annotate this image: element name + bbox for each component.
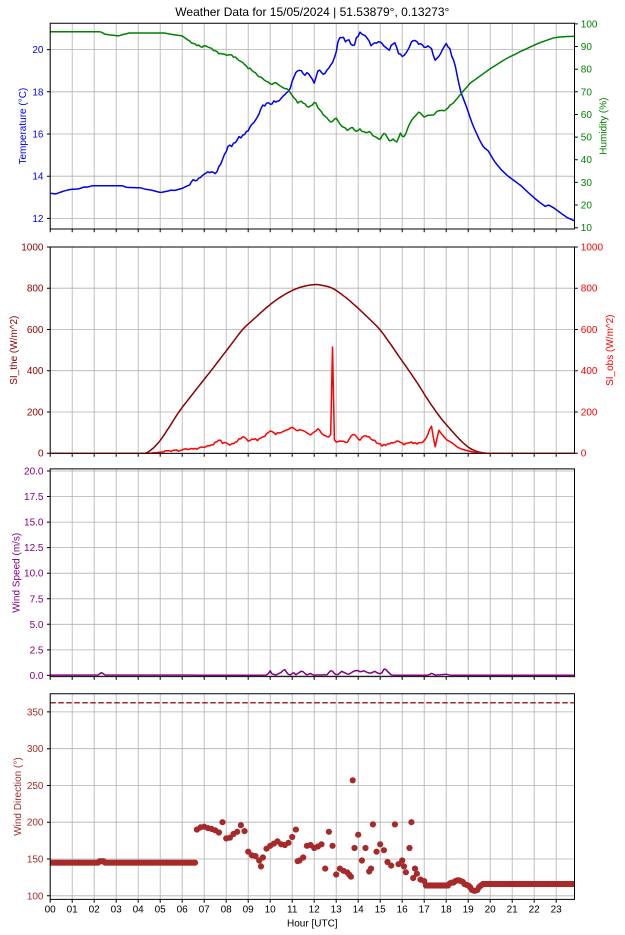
svg-text:07: 07 xyxy=(199,904,211,915)
svg-text:10.0: 10.0 xyxy=(24,569,44,580)
svg-text:Temperature (°C): Temperature (°C) xyxy=(18,88,29,165)
svg-text:18: 18 xyxy=(441,904,453,915)
svg-text:02: 02 xyxy=(89,904,101,915)
svg-text:20.0: 20.0 xyxy=(24,467,44,478)
svg-text:Wind Speed (m/s): Wind Speed (m/s) xyxy=(12,533,23,613)
svg-text:16: 16 xyxy=(32,130,44,141)
svg-text:03: 03 xyxy=(111,904,123,915)
svg-text:11: 11 xyxy=(287,904,298,915)
svg-text:20: 20 xyxy=(581,201,593,212)
svg-text:200: 200 xyxy=(581,407,598,418)
svg-text:16: 16 xyxy=(397,904,409,915)
svg-text:30: 30 xyxy=(581,178,593,189)
svg-text:12: 12 xyxy=(32,214,44,225)
svg-text:400: 400 xyxy=(27,366,44,377)
svg-text:150: 150 xyxy=(27,855,44,866)
svg-text:17: 17 xyxy=(419,904,431,915)
svg-text:17.5: 17.5 xyxy=(24,492,44,503)
svg-text:0: 0 xyxy=(581,449,587,460)
svg-text:800: 800 xyxy=(581,284,598,295)
svg-text:20: 20 xyxy=(32,45,44,56)
svg-text:18: 18 xyxy=(32,87,44,98)
svg-text:15.0: 15.0 xyxy=(24,518,44,529)
svg-text:01: 01 xyxy=(67,904,79,915)
svg-text:200: 200 xyxy=(27,818,44,829)
svg-text:22: 22 xyxy=(529,904,541,915)
svg-text:1000: 1000 xyxy=(21,243,44,254)
svg-text:60: 60 xyxy=(581,110,593,121)
svg-text:1000: 1000 xyxy=(581,243,604,254)
svg-text:21: 21 xyxy=(507,904,519,915)
svg-text:05: 05 xyxy=(155,904,167,915)
svg-text:800: 800 xyxy=(27,284,44,295)
svg-text:09: 09 xyxy=(243,904,255,915)
svg-text:250: 250 xyxy=(27,781,44,792)
svg-text:40: 40 xyxy=(581,155,593,166)
svg-text:Humidity (%): Humidity (%) xyxy=(599,98,610,155)
svg-text:SI_obs (W/m^2): SI_obs (W/m^2) xyxy=(605,315,616,386)
svg-text:14: 14 xyxy=(353,904,365,915)
svg-text:13: 13 xyxy=(331,904,343,915)
svg-text:0: 0 xyxy=(38,449,44,460)
svg-text:5.0: 5.0 xyxy=(30,620,44,631)
svg-text:00: 00 xyxy=(45,904,57,915)
svg-text:100: 100 xyxy=(27,891,44,902)
svg-text:10: 10 xyxy=(581,223,593,234)
svg-text:14: 14 xyxy=(32,172,44,183)
svg-text:80: 80 xyxy=(581,65,593,76)
svg-text:19: 19 xyxy=(463,904,475,915)
svg-text:90: 90 xyxy=(581,42,593,53)
svg-text:10: 10 xyxy=(265,904,277,915)
svg-text:300: 300 xyxy=(27,744,44,755)
svg-text:0.0: 0.0 xyxy=(30,671,44,682)
svg-text:7.5: 7.5 xyxy=(30,594,44,605)
svg-text:20: 20 xyxy=(485,904,497,915)
svg-text:2.5: 2.5 xyxy=(30,645,44,656)
svg-text:Weather Data for 15/05/2024 |: Weather Data for 15/05/2024 | 51.53879°,… xyxy=(175,5,449,19)
svg-text:600: 600 xyxy=(581,325,598,336)
svg-text:SI_the (W/m^2): SI_the (W/m^2) xyxy=(9,316,20,385)
svg-text:12.5: 12.5 xyxy=(24,543,44,554)
svg-text:Hour [UTC]: Hour [UTC] xyxy=(287,919,338,930)
svg-text:100: 100 xyxy=(581,19,598,30)
svg-text:06: 06 xyxy=(177,904,189,915)
svg-text:08: 08 xyxy=(221,904,233,915)
svg-text:23: 23 xyxy=(551,904,563,915)
svg-text:70: 70 xyxy=(581,87,593,98)
svg-text:50: 50 xyxy=(581,133,593,144)
svg-text:200: 200 xyxy=(27,407,44,418)
svg-text:04: 04 xyxy=(133,904,145,915)
svg-text:600: 600 xyxy=(27,325,44,336)
svg-text:12: 12 xyxy=(309,904,321,915)
svg-text:400: 400 xyxy=(581,366,598,377)
svg-text:350: 350 xyxy=(27,707,44,718)
svg-text:Wind Direction (°): Wind Direction (°) xyxy=(13,757,24,835)
svg-text:15: 15 xyxy=(375,904,387,915)
